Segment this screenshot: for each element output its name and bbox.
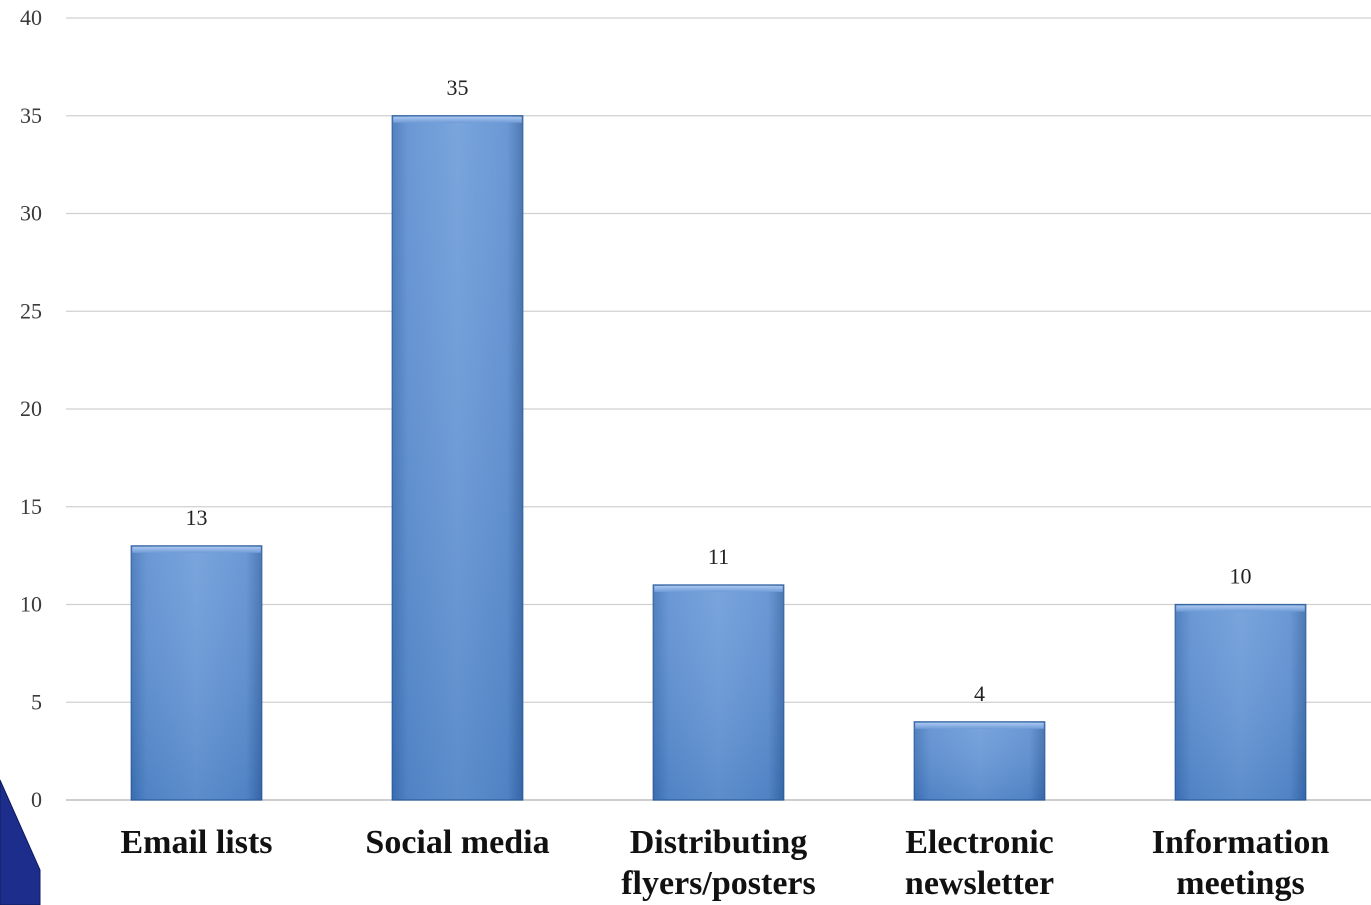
- y-tick-label: 5: [31, 689, 42, 714]
- bar: [1174, 603, 1307, 801]
- bar-shade: [392, 115, 523, 800]
- category-label: Information meetings: [1152, 824, 1330, 902]
- category-label-line: Email lists: [120, 824, 272, 861]
- category-label-line: Distributing: [630, 824, 808, 861]
- bars: [130, 115, 1307, 801]
- data-label: 4: [974, 681, 985, 706]
- bar: [913, 721, 1046, 801]
- category-label: Email lists: [120, 824, 272, 861]
- data-label: 11: [708, 544, 729, 569]
- y-axis-tick-labels: 0 5 10 15 20 25 30 35 40: [20, 5, 42, 812]
- bar-shade: [914, 721, 1045, 800]
- bar-top-highlight: [654, 585, 783, 592]
- bar: [391, 115, 524, 801]
- category-label: Distributing flyers/posters: [621, 824, 816, 902]
- bar: [130, 545, 263, 801]
- data-label: 13: [186, 505, 208, 530]
- corner-accent-shape: [0, 779, 41, 905]
- y-tick-label: 35: [20, 103, 42, 128]
- data-label: 35: [447, 75, 469, 100]
- category-label-line: meetings: [1176, 865, 1304, 902]
- bar-top-highlight: [915, 722, 1044, 729]
- y-tick-label: 0: [31, 787, 42, 812]
- data-labels: 13 35 11 4 10: [186, 75, 1252, 706]
- category-label-line: Information: [1152, 824, 1330, 861]
- y-tick-label: 25: [20, 298, 42, 323]
- bar-shade: [131, 545, 262, 800]
- bar-shade: [653, 584, 784, 800]
- category-label-line: Social media: [365, 824, 549, 861]
- y-tick-label: 20: [20, 396, 42, 421]
- x-axis-category-labels: Email lists Social media Distributing flyer…: [120, 824, 1329, 902]
- category-label-line: flyers/posters: [621, 865, 816, 902]
- bar: [652, 584, 785, 801]
- y-tick-label: 15: [20, 494, 42, 519]
- y-tick-label: 10: [20, 592, 42, 617]
- category-label-line: Electronic: [905, 824, 1054, 861]
- y-tick-label: 40: [20, 5, 42, 30]
- category-label: Electronic newsletter: [905, 824, 1054, 902]
- data-label: 10: [1230, 564, 1252, 589]
- bar-shade: [1175, 604, 1306, 800]
- bar-top-highlight: [393, 116, 522, 123]
- gridlines: [66, 17, 1371, 801]
- bar-top-highlight: [132, 546, 261, 553]
- y-tick-label: 30: [20, 201, 42, 226]
- category-label-line: newsletter: [905, 865, 1054, 902]
- bar-top-highlight: [1176, 605, 1305, 612]
- category-label: Social media: [365, 824, 549, 861]
